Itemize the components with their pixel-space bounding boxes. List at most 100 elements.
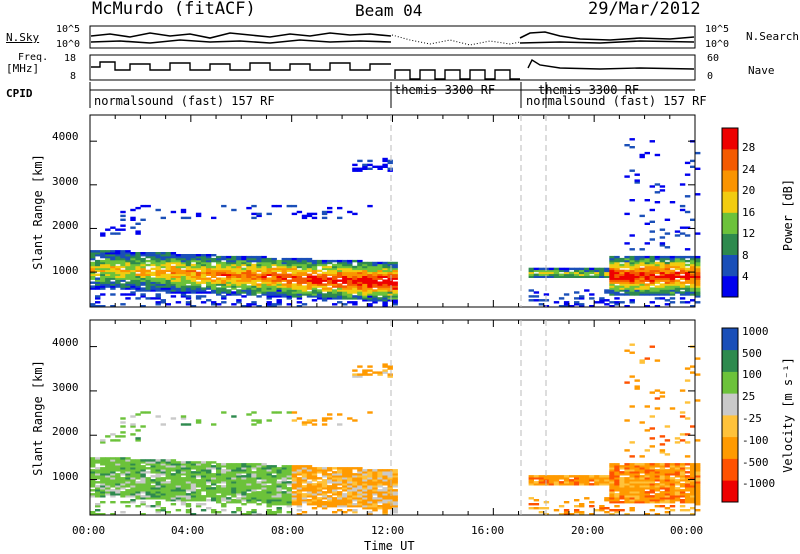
heatmap-cell <box>674 463 681 466</box>
heatmap-cell <box>387 483 393 486</box>
heatmap-cell <box>634 179 640 182</box>
heatmap-cell <box>589 483 595 486</box>
heatmap-cell <box>185 273 192 276</box>
heatmap-cell <box>206 485 212 488</box>
heatmap-cell <box>654 485 661 488</box>
heatmap-cell <box>639 469 645 472</box>
heatmap-cell <box>357 271 363 275</box>
heatmap-cell <box>392 297 398 300</box>
heatmap-cell <box>251 473 257 476</box>
heatmap-cell <box>357 467 363 470</box>
heatmap-cell <box>251 475 257 478</box>
heatmap-cell <box>690 271 696 275</box>
heatmap-cell <box>609 283 615 286</box>
heatmap-cell <box>200 255 207 259</box>
heatmap-cell <box>659 236 666 239</box>
heatmap-cell <box>367 277 373 280</box>
heatmap-cell <box>342 285 348 288</box>
heatmap-cell <box>609 257 615 261</box>
heatmap-cell <box>387 479 393 482</box>
heatmap-cell <box>175 277 182 280</box>
heatmap-cell <box>337 261 343 265</box>
heatmap-cell <box>291 491 298 494</box>
heatmap-cell <box>528 497 534 500</box>
heatmap-cell <box>95 254 101 257</box>
heatmap-cell <box>195 479 202 482</box>
heatmap-cell <box>594 275 600 278</box>
heatmap-cell <box>286 511 292 514</box>
heatmap-cell <box>130 465 136 468</box>
heatmap-cell <box>367 491 373 494</box>
heatmap-cell <box>528 483 534 486</box>
heatmap-cell <box>624 257 630 261</box>
heatmap-cell <box>200 257 207 261</box>
heatmap-cell <box>609 497 615 500</box>
heatmap-cell <box>216 303 222 306</box>
heatmap-cell <box>266 285 272 288</box>
heatmap-cell <box>246 279 252 282</box>
heatmap-cell <box>160 489 166 492</box>
heatmap-cell <box>301 499 308 502</box>
heatmap-cell <box>659 463 666 466</box>
heatmap-cell <box>533 267 540 271</box>
heatmap-cell <box>669 255 676 259</box>
heatmap-cell <box>236 277 242 280</box>
heatmap-cell <box>619 493 625 496</box>
heatmap-cell <box>256 214 262 218</box>
heatmap-cell <box>185 259 192 263</box>
heatmap-cell <box>165 281 171 284</box>
heatmap-cell <box>231 487 237 490</box>
heatmap-cell <box>261 483 267 486</box>
heatmap-cell <box>619 301 625 304</box>
heatmap-cell <box>251 216 257 220</box>
heatmap-cell <box>150 279 156 282</box>
heatmap-cell <box>291 471 298 474</box>
heatmap-cell <box>644 199 650 202</box>
heatmap-cell <box>190 289 197 292</box>
heatmap-cell <box>695 473 701 476</box>
heatmap-cell <box>332 493 338 496</box>
heatmap-cell <box>95 491 101 494</box>
heatmap-cell <box>226 267 232 271</box>
heatmap-cell <box>321 491 328 494</box>
heatmap-cell <box>382 507 388 510</box>
heatmap-cell <box>216 291 222 294</box>
heatmap-cell <box>180 216 187 220</box>
heatmap-cell <box>226 285 232 288</box>
heatmap-cell <box>659 451 666 454</box>
heatmap-cell <box>674 285 681 288</box>
heatmap-cell <box>110 475 116 478</box>
heatmap-cell <box>321 503 328 506</box>
heatmap-cell <box>90 267 96 271</box>
heatmap-cell <box>95 503 101 506</box>
heatmap-cell <box>145 285 151 288</box>
heatmap-cell <box>271 485 277 488</box>
heatmap-cell <box>311 419 318 422</box>
heatmap-cell <box>659 277 666 280</box>
heatmap-cell <box>654 487 661 490</box>
heatmap-cell <box>321 277 328 280</box>
heatmap-cell <box>100 495 106 498</box>
heatmap-cell <box>291 283 298 286</box>
heatmap-cell <box>105 459 111 462</box>
heatmap-cell <box>100 481 106 484</box>
heatmap-cell <box>674 265 681 269</box>
heatmap-cell <box>211 423 217 426</box>
heatmap-cell <box>614 265 620 269</box>
heatmap-cell <box>321 299 328 302</box>
heatmap-cell <box>316 273 323 276</box>
heatmap-cell <box>266 261 272 265</box>
heatmap-cell <box>226 463 232 466</box>
heatmap-cell <box>664 511 671 514</box>
heatmap-cell <box>342 493 348 496</box>
heatmap-cell <box>377 297 383 300</box>
heatmap-cell <box>337 499 343 502</box>
heatmap-cell <box>392 483 398 486</box>
heatmap-cell <box>155 255 161 259</box>
heatmap-cell <box>624 495 630 498</box>
heatmap-cell <box>387 289 393 292</box>
heatmap-cell <box>226 259 232 263</box>
heatmap-cell <box>281 291 287 294</box>
heatmap-cell <box>90 493 96 496</box>
heatmap-cell <box>347 275 353 278</box>
